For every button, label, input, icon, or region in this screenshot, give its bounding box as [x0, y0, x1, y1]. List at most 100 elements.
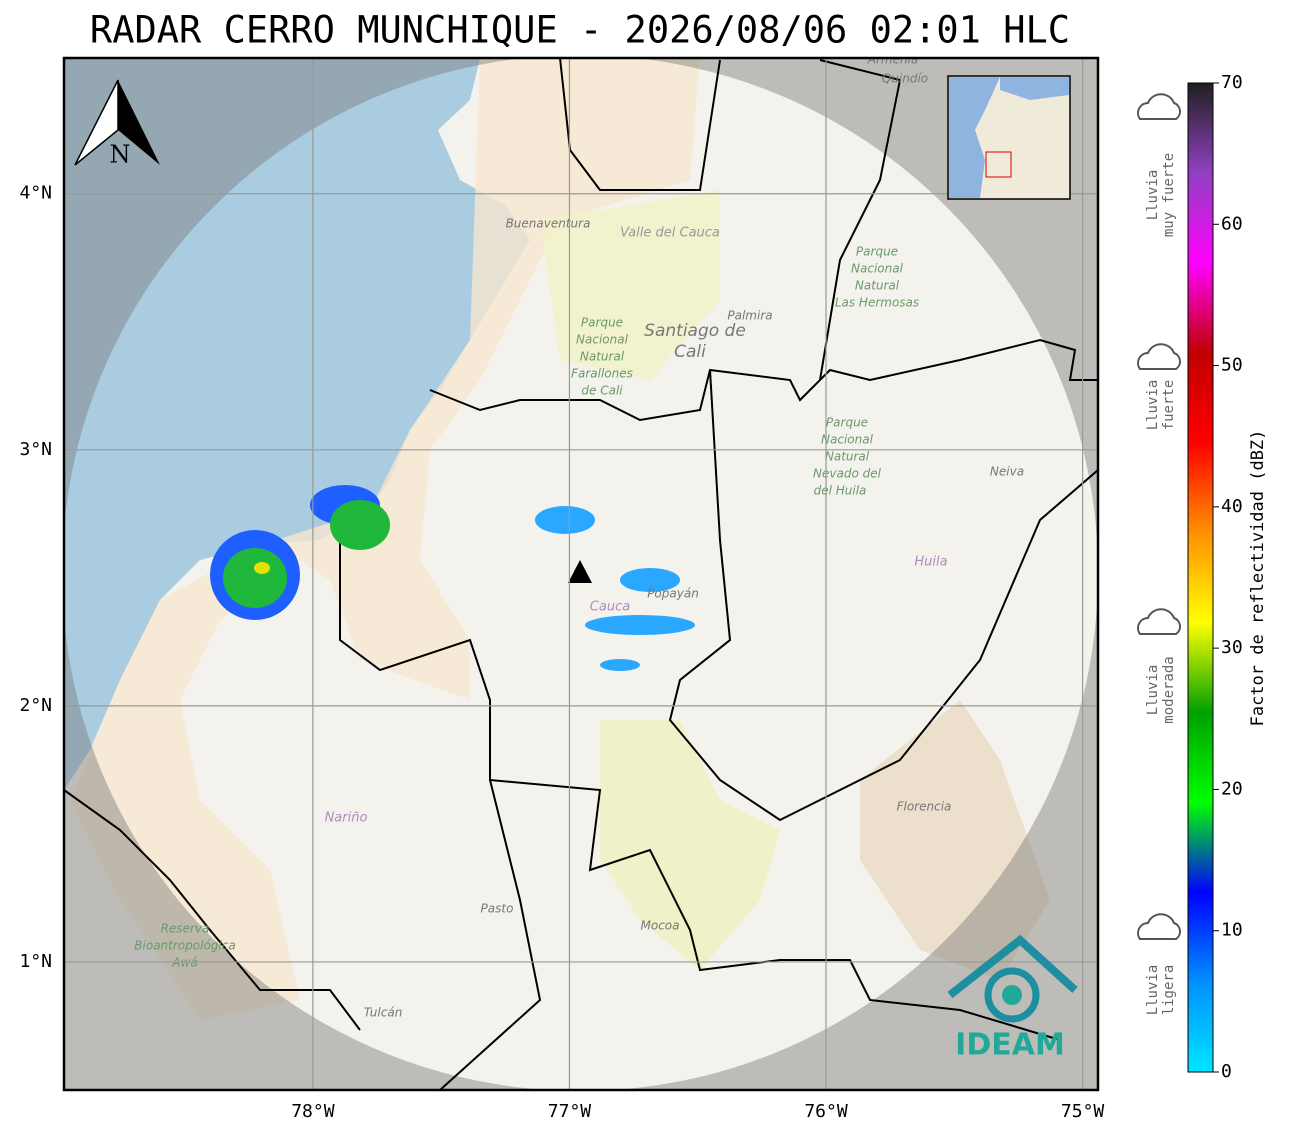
y-tick-label: 2°N: [19, 695, 52, 716]
y-tick-label: 1°N: [19, 951, 52, 972]
borders: [64, 58, 1098, 1090]
place-label: Nacional: [576, 333, 629, 347]
map-frame: [62, 56, 1100, 1092]
colorbar-tick-label: 60: [1221, 213, 1243, 234]
map-body: Buenaventura Valle del Cauca PalmiraSantia…: [64, 53, 1098, 1090]
place-label: Valle del Cauca: [620, 226, 720, 241]
border: [429, 338, 1098, 422]
y-tick-label: 3°N: [19, 439, 52, 460]
logo-roof: [947, 934, 1078, 999]
colorbar-tick-label: 70: [1221, 72, 1243, 93]
border: [439, 779, 542, 1090]
colorbar-tick-label: 20: [1221, 778, 1243, 799]
legend-label: ligera: [1161, 965, 1177, 1016]
legend-label: Lluvia: [1145, 380, 1161, 431]
radar-site: [568, 560, 592, 583]
echo: [600, 659, 640, 671]
place-label: Parque: [856, 245, 898, 259]
legend-item: Lluvia muy fuerte: [1137, 93, 1181, 237]
logo-text: IDEAM: [955, 1028, 1065, 1063]
echo: [330, 500, 390, 550]
place-label: Nacional: [851, 262, 904, 276]
place-label: de Cali: [581, 384, 623, 398]
place-label: Quindío: [882, 72, 928, 86]
axis-labels: 78°W 77°W 76°W 75°W 1°N 2°N 3°N 4°N: [19, 183, 1104, 1122]
place-label: Pasto: [481, 902, 514, 916]
place-label: Armenia: [867, 53, 919, 67]
colorbar-ticks: 0 10 20 30 40 50 60 70: [1213, 72, 1243, 1082]
border: [668, 369, 1098, 822]
y-tick-label: 4°N: [19, 183, 52, 204]
region-putumayo: [600, 720, 780, 970]
legend-item: Lluvia moderada: [1137, 608, 1181, 724]
legend-label: moderada: [1161, 656, 1177, 723]
border: [559, 58, 721, 191]
place-label: Mocoa: [641, 919, 680, 933]
ocean: [64, 58, 530, 790]
place-label: Natural: [825, 450, 870, 464]
logo-swirl: [984, 967, 1040, 1023]
place-label: Bioantropológica: [134, 939, 235, 953]
border: [819, 59, 902, 381]
place-label: Huila: [914, 555, 947, 570]
x-tick-label: 77°W: [548, 1101, 592, 1122]
legend-label: Lluvia: [1145, 665, 1161, 716]
radar-echoes: [210, 485, 695, 671]
place-label: del Huila: [814, 484, 867, 498]
place-label: Nariño: [325, 811, 368, 826]
x-tick-label: 78°W: [291, 1101, 335, 1122]
echo: [254, 562, 270, 574]
legend-icon: [1137, 93, 1181, 120]
place-label: Parque: [581, 316, 623, 330]
north-label: N: [110, 141, 131, 169]
graticule: [64, 58, 1098, 1090]
place-label: Tulcán: [364, 1006, 403, 1020]
legend-icon: [1137, 343, 1181, 370]
legend-icon: [1137, 608, 1181, 635]
place-label: Farallones: [571, 367, 633, 381]
place-label: Parque: [826, 416, 868, 430]
place-label: Palmira: [727, 309, 772, 323]
inset-sea: [1000, 77, 1069, 100]
echo: [585, 615, 695, 635]
colorbar-label: Factor de reflectividad (dBZ): [1248, 430, 1268, 727]
place-label: Buenaventura: [506, 217, 591, 231]
legend-icon: [1137, 913, 1181, 940]
region-cauca-narino: [70, 58, 700, 1020]
echo: [620, 568, 680, 592]
colorbar-tick-label: 0: [1221, 1061, 1232, 1082]
north-arrow: N: [74, 79, 160, 169]
colorbar: [1187, 82, 1214, 1073]
legend-item: Lluvia fuerte: [1137, 343, 1181, 431]
logo: IDEAM: [947, 934, 1078, 1063]
place-label: Reserva: [161, 922, 210, 936]
place-label: Nacional: [821, 433, 874, 447]
place-label: Nevado del: [813, 467, 882, 481]
echo: [223, 548, 287, 608]
echo: [535, 506, 595, 534]
place-label: Neiva: [990, 465, 1024, 479]
x-tick-label: 75°W: [1061, 1101, 1105, 1122]
legend-item: Lluvia ligera: [1137, 913, 1181, 1016]
logo-swirl-core: [1002, 985, 1022, 1005]
colorbar-tick-label: 40: [1221, 496, 1243, 517]
colorbar-tick-label: 30: [1221, 637, 1243, 658]
colorbar-tick-label: 50: [1221, 355, 1243, 376]
colorbar-tick-label: 10: [1221, 920, 1243, 941]
place-label: Las Hermosas: [835, 296, 919, 310]
place-label: Natural: [855, 279, 900, 293]
region-valle: [540, 190, 720, 380]
place-label: Cauca: [590, 600, 630, 615]
title: RADAR CERRO MUNCHIQUE - 2026/08/06 02:01…: [90, 9, 1070, 52]
border: [64, 789, 361, 1031]
place-label: Natural: [580, 350, 625, 364]
place-label: Cali: [674, 342, 706, 362]
north-arrow-right: [118, 80, 160, 165]
place-label: Santiago de: [644, 321, 746, 341]
legend-label: fuerte: [1161, 380, 1177, 431]
border: [339, 509, 1061, 1041]
place-label: Florencia: [897, 800, 952, 814]
